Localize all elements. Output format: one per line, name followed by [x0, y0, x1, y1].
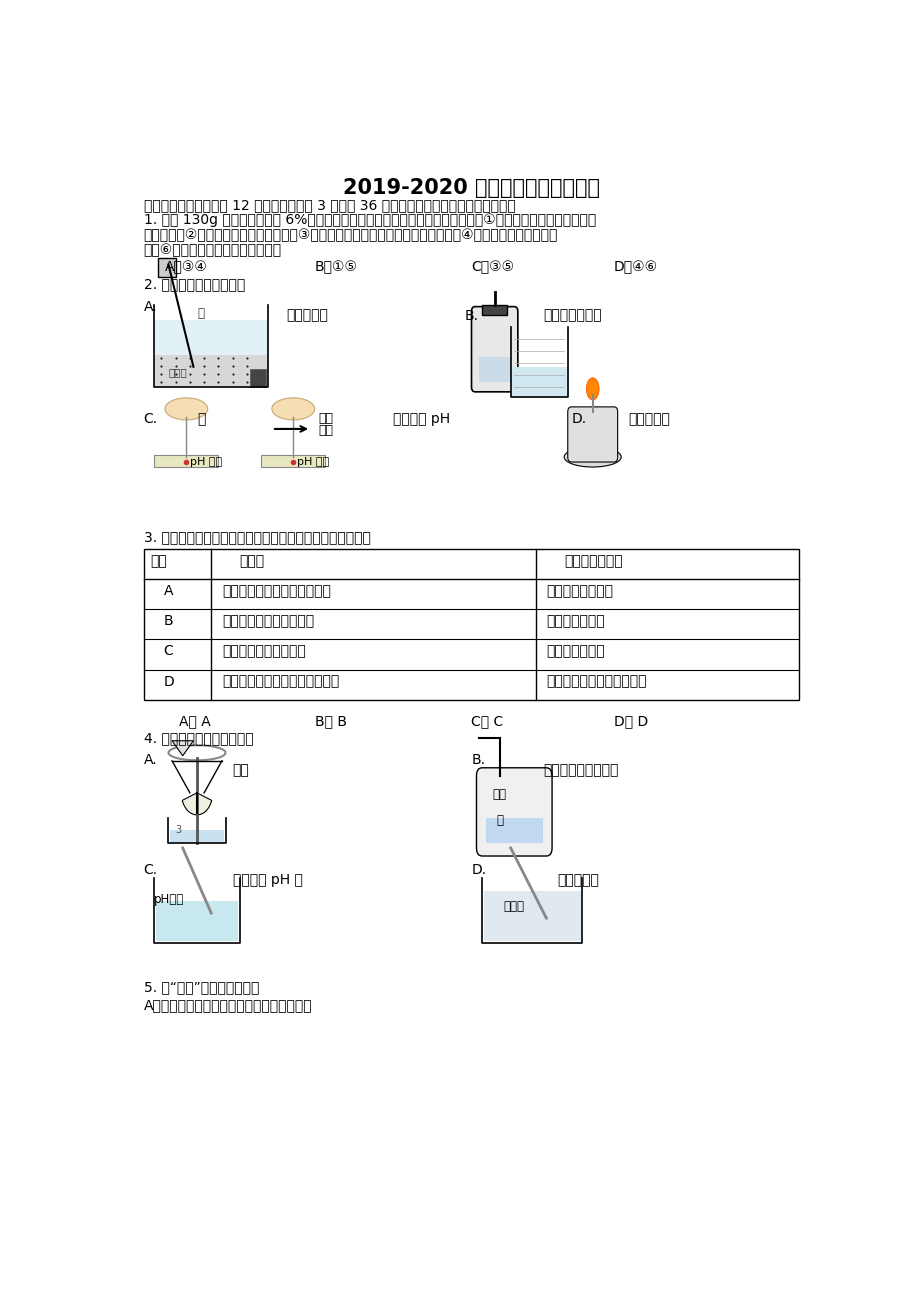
Bar [154, 354, 268, 387]
Ellipse shape [271, 398, 314, 421]
Bar [510, 367, 567, 397]
Text: 过滤: 过滤 [233, 763, 249, 777]
Text: 水: 水 [197, 307, 204, 319]
Text: 混合物: 混合物 [240, 555, 265, 568]
Polygon shape [172, 741, 193, 755]
Bar [261, 454, 325, 467]
Wedge shape [182, 793, 211, 815]
FancyBboxPatch shape [471, 307, 517, 392]
Text: 稀释浓硫酸: 稀释浓硫酸 [557, 874, 598, 887]
Text: pH试纸: pH试纸 [154, 893, 185, 906]
Text: 一、选择题（本题包括 12 个小题，每小题 3 分，共 36 分．每小题只有一个选项符合题意）: 一、选择题（本题包括 12 个小题，每小题 3 分，共 36 分．每小题只有一个… [143, 198, 515, 212]
Text: D.: D. [471, 863, 486, 878]
Text: 3. 欲除去下列物质中的少量杂质，所用试剂及方法错误的是: 3. 欲除去下列物质中的少量杂质，所用试剂及方法错误的是 [143, 530, 370, 544]
Bar [250, 368, 266, 387]
Bar [154, 454, 218, 467]
Bar [155, 901, 238, 941]
Bar [158, 259, 176, 276]
Bar [483, 891, 580, 941]
Text: 水: 水 [197, 411, 205, 426]
Text: 检查装置气密性: 检查装置气密性 [542, 309, 601, 323]
Text: 引燃酒精灯: 引燃酒精灯 [628, 411, 670, 426]
Bar [482, 305, 506, 315]
Text: D: D [164, 674, 174, 689]
Text: 2019-2020 学年中考化学模拟试卷: 2019-2020 学年中考化学模拟试卷 [343, 178, 599, 198]
Text: B.: B. [464, 309, 478, 323]
Text: 通过浓硫酸干熥: 通过浓硫酸干熥 [546, 644, 605, 659]
Text: A: A [164, 585, 173, 599]
Bar [143, 549, 799, 699]
Text: 溶性杂质；②用量筒量取水时俧视读数；③将氯化钓固体放在托盘天平的右盘称量；④往烧杯中加水时有水洒: 溶性杂质；②用量筒量取水时俧视读数；③将氯化钓固体放在托盘天平的右盘称量；④往烧… [143, 228, 557, 242]
Text: D.: D. [571, 411, 585, 426]
Text: 4. 下列实验操作中正确的是: 4. 下列实验操作中正确的是 [143, 732, 253, 746]
Text: C.: C. [143, 863, 157, 878]
Text: 序号: 序号 [151, 555, 167, 568]
Text: B.: B. [471, 753, 485, 767]
Text: D． D: D． D [614, 715, 648, 729]
Text: 除杂试剂与方法: 除杂试剂与方法 [563, 555, 622, 568]
Text: 浓硫酸: 浓硫酸 [503, 900, 524, 913]
Text: 5. 对“摩尔”的理解正确的是: 5. 对“摩尔”的理解正确的是 [143, 980, 258, 995]
Text: 1. 配制 130g 溶质质量分数为 6%的氯化钓溶液时，下列操作会导致结果偏大的是①称量的氯化钓固体中含有不: 1. 配制 130g 溶质质量分数为 6%的氯化钓溶液时，下列操作会导致结果偏大… [143, 214, 596, 228]
Text: C． C: C． C [471, 715, 504, 729]
Text: B． B: B． B [314, 715, 346, 729]
Text: pH 试纸: pH 试纸 [189, 457, 221, 467]
Ellipse shape [563, 447, 620, 467]
Bar [170, 829, 224, 842]
Text: 氯化鿠溶液中混有少量的碳酸鿠: 氯化鿠溶液中混有少量的碳酸鿠 [221, 674, 339, 689]
Text: 二氧化碳中混有少量一氧化碳: 二氧化碳中混有少量一氧化碳 [221, 585, 331, 599]
Text: 加入适量氯化馒溶液，过滤: 加入适量氯化馒溶液，过滤 [546, 674, 646, 689]
Text: C.: C. [143, 411, 157, 426]
Text: 水: 水 [496, 814, 503, 827]
Text: 待测: 待测 [318, 411, 333, 424]
Text: 测定空气中氧气含量: 测定空气中氧气含量 [542, 763, 618, 777]
Text: 溶液: 溶液 [318, 424, 333, 437]
Text: A．摩尔是国际单位制中七个基本物理量之一: A．摩尔是国际单位制中七个基本物理量之一 [143, 999, 312, 1013]
Text: D．④⑥: D．④⑥ [614, 260, 657, 275]
Text: A． A: A． A [179, 715, 210, 729]
Text: 浓硫酸: 浓硫酸 [168, 367, 187, 376]
Text: B．①⑤: B．①⑤ [314, 260, 357, 275]
Text: 通过灼热的氧化铜: 通过灼热的氧化铜 [546, 585, 613, 599]
FancyBboxPatch shape [567, 406, 617, 462]
Text: A.: A. [143, 753, 157, 767]
Text: 出；⑥转移配好的溶液时有少量溅出: 出；⑥转移配好的溶液时有少量溅出 [143, 243, 281, 258]
FancyBboxPatch shape [476, 768, 551, 855]
Text: 2. 下列实验操作正确的是: 2. 下列实验操作正确的是 [143, 277, 244, 292]
Bar [478, 357, 510, 381]
Text: pH 试纸: pH 试纸 [297, 457, 329, 467]
Ellipse shape [585, 378, 598, 400]
Text: C: C [164, 644, 173, 659]
Text: B: B [164, 615, 173, 629]
Text: 3: 3 [176, 825, 182, 835]
Text: 测定溶液 pH 值: 测定溶液 pH 值 [233, 874, 302, 887]
Bar [485, 818, 542, 842]
Text: 木炭: 木炭 [493, 788, 506, 801]
Text: A.: A. [143, 299, 157, 314]
Text: 测定溶液 pH: 测定溶液 pH [392, 411, 449, 426]
Text: 稀释浓硫酸: 稀释浓硫酸 [286, 309, 328, 323]
Text: 氧气中混有少量水蜗气: 氧气中混有少量水蜗气 [221, 644, 305, 659]
Text: 氧化馒中混有少量碳酸馒: 氧化馒中混有少量碳酸馒 [221, 615, 313, 629]
Text: C．③⑤: C．③⑤ [471, 260, 514, 275]
Text: 加水溶解，过滤: 加水溶解，过滤 [546, 615, 605, 629]
Bar [154, 320, 268, 354]
Ellipse shape [165, 398, 208, 421]
Text: A．③④: A．③④ [165, 260, 208, 275]
